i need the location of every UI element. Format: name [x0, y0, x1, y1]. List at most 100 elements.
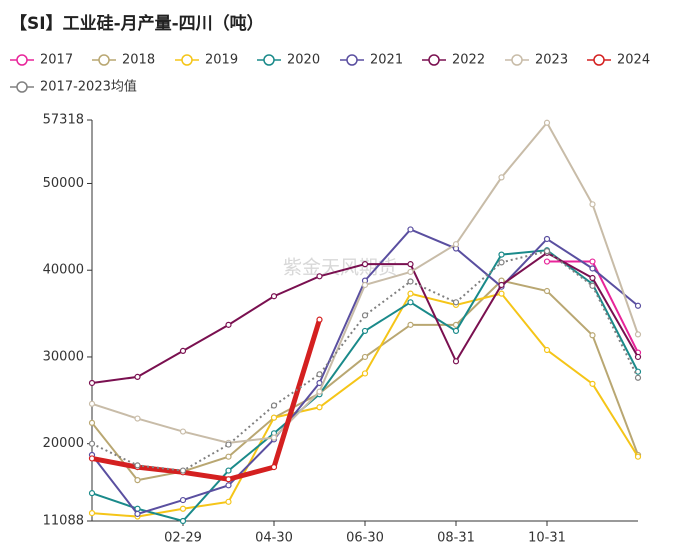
point: [634, 374, 642, 381]
point: [589, 265, 596, 272]
x-tick-label: 06-30: [346, 531, 384, 546]
point: [179, 505, 187, 512]
point: [225, 498, 232, 505]
legend-marker: [428, 54, 440, 66]
point: [316, 371, 323, 378]
point: [316, 388, 323, 395]
point: [88, 419, 96, 426]
point: [179, 517, 187, 525]
point: [179, 347, 187, 354]
point: [316, 379, 323, 387]
x-tick-label: 08-31: [437, 531, 475, 546]
point: [407, 321, 414, 328]
point: [498, 281, 505, 289]
x-tick-label: 04-30: [255, 531, 293, 546]
legend-label: 2017: [40, 53, 73, 68]
y-tick-label: 40000: [43, 263, 84, 278]
legend-marker: [263, 54, 275, 66]
point: [634, 353, 642, 361]
y-tick-label: 11088: [43, 514, 84, 529]
point: [134, 415, 141, 422]
point: [452, 241, 460, 248]
point: [88, 490, 96, 497]
point: [452, 358, 460, 365]
point: [361, 281, 369, 289]
point: [498, 290, 505, 297]
point: [543, 287, 551, 295]
legend-marker: [16, 81, 28, 93]
point: [270, 464, 278, 471]
legend-label: 2023: [535, 53, 568, 68]
point: [543, 248, 551, 255]
point: [316, 273, 323, 280]
point: [225, 467, 232, 474]
point: [589, 282, 596, 289]
point: [452, 299, 460, 306]
point: [270, 414, 278, 421]
point: [225, 441, 232, 448]
point: [270, 293, 278, 300]
point: [589, 274, 596, 282]
series-line: [91, 279, 639, 482]
point: [134, 477, 141, 484]
legend-label: 2019: [205, 53, 238, 68]
point: [589, 258, 596, 265]
point: [88, 440, 96, 447]
legend-label: 2017-2023均值: [40, 79, 137, 95]
point: [361, 370, 369, 377]
point: [179, 467, 187, 474]
legend-marker: [16, 54, 28, 66]
point: [179, 428, 187, 435]
legend-label: 2020: [287, 53, 320, 68]
point: [407, 226, 414, 233]
point: [316, 316, 323, 323]
y-tick-label: 57318: [43, 113, 84, 128]
point: [407, 299, 414, 306]
point: [407, 290, 414, 297]
point: [634, 368, 642, 375]
x-tick-label: 02-29: [164, 531, 202, 546]
point: [543, 119, 551, 126]
legend-marker: [181, 54, 193, 66]
point: [134, 462, 141, 469]
point: [225, 482, 232, 489]
point: [634, 453, 642, 460]
point: [543, 346, 551, 354]
watermark: 紫金天风期货: [283, 257, 397, 279]
y-tick-label: 30000: [43, 349, 84, 364]
point: [270, 434, 278, 441]
legend-label: 2018: [122, 53, 155, 68]
point: [589, 201, 596, 208]
point: [498, 174, 505, 181]
point: [88, 455, 96, 462]
point: [407, 268, 414, 276]
point: [361, 353, 369, 361]
point: [88, 509, 96, 517]
point: [179, 496, 187, 504]
point: [589, 380, 596, 387]
point: [498, 251, 505, 258]
legend-marker: [98, 54, 110, 66]
point: [225, 453, 232, 460]
point: [407, 261, 414, 268]
y-tick-label: 20000: [43, 436, 84, 451]
point: [316, 404, 323, 411]
point: [270, 402, 278, 409]
point: [225, 476, 232, 483]
point: [88, 379, 96, 387]
point: [498, 259, 505, 266]
point: [452, 327, 460, 335]
point: [407, 278, 414, 285]
point: [134, 510, 141, 518]
x-tick-label: 10-31: [528, 531, 566, 546]
point: [134, 373, 141, 381]
legend-marker: [593, 54, 605, 66]
y-tick-label: 50000: [43, 176, 84, 191]
point: [361, 261, 369, 268]
series-line: [91, 249, 639, 523]
point: [543, 258, 551, 265]
chart-title: 【SI】工业硅-月产量-四川（吨）: [10, 13, 264, 34]
point: [634, 331, 642, 338]
series-line: [91, 318, 322, 482]
legend-marker: [511, 54, 523, 66]
